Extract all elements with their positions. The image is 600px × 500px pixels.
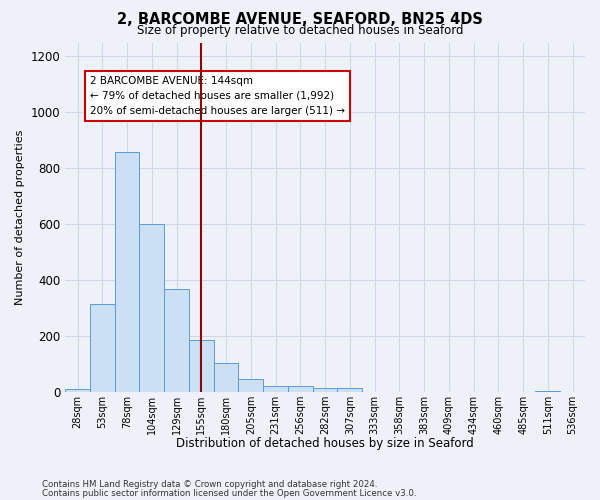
Bar xyxy=(164,288,189,392)
Bar xyxy=(337,388,362,392)
X-axis label: Distribution of detached houses by size in Seaford: Distribution of detached houses by size … xyxy=(176,437,474,450)
Text: Contains public sector information licensed under the Open Government Licence v3: Contains public sector information licen… xyxy=(42,489,416,498)
Text: 2 BARCOMBE AVENUE: 144sqm
← 79% of detached houses are smaller (1,992)
20% of se: 2 BARCOMBE AVENUE: 144sqm ← 79% of detac… xyxy=(90,76,345,116)
Text: 2, BARCOMBE AVENUE, SEAFORD, BN25 4DS: 2, BARCOMBE AVENUE, SEAFORD, BN25 4DS xyxy=(117,12,483,28)
Bar xyxy=(535,390,560,392)
Bar xyxy=(238,380,263,392)
Bar xyxy=(313,388,337,392)
Bar xyxy=(90,304,115,392)
Bar xyxy=(288,386,313,392)
Bar xyxy=(189,340,214,392)
Text: Size of property relative to detached houses in Seaford: Size of property relative to detached ho… xyxy=(137,24,463,37)
Bar xyxy=(214,362,238,392)
Bar xyxy=(65,390,90,392)
Bar xyxy=(263,386,288,392)
Y-axis label: Number of detached properties: Number of detached properties xyxy=(15,130,25,305)
Text: Contains HM Land Registry data © Crown copyright and database right 2024.: Contains HM Land Registry data © Crown c… xyxy=(42,480,377,489)
Bar xyxy=(115,152,139,392)
Bar xyxy=(139,224,164,392)
